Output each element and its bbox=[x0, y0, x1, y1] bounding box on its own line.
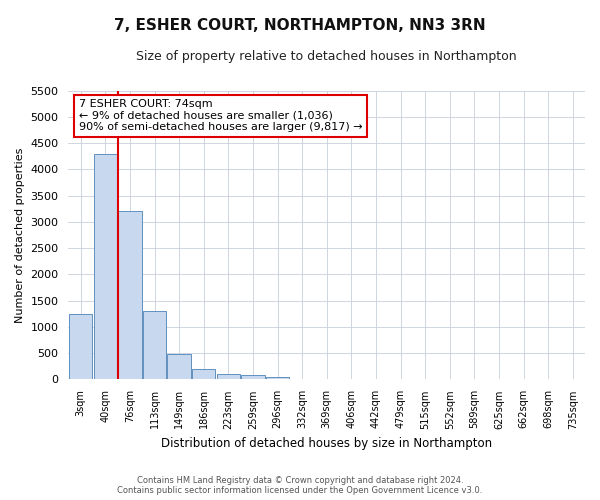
Bar bbox=[167, 354, 191, 380]
Bar bbox=[217, 374, 240, 380]
Bar bbox=[192, 369, 215, 380]
Text: 7 ESHER COURT: 74sqm
← 9% of detached houses are smaller (1,036)
90% of semi-det: 7 ESHER COURT: 74sqm ← 9% of detached ho… bbox=[79, 99, 362, 132]
Bar bbox=[118, 212, 142, 380]
Text: Contains HM Land Registry data © Crown copyright and database right 2024.
Contai: Contains HM Land Registry data © Crown c… bbox=[118, 476, 482, 495]
Title: Size of property relative to detached houses in Northampton: Size of property relative to detached ho… bbox=[136, 50, 517, 63]
Bar bbox=[266, 376, 289, 380]
Bar bbox=[69, 314, 92, 380]
Bar bbox=[143, 311, 166, 380]
Bar bbox=[290, 379, 314, 380]
Text: 7, ESHER COURT, NORTHAMPTON, NN3 3RN: 7, ESHER COURT, NORTHAMPTON, NN3 3RN bbox=[114, 18, 486, 32]
X-axis label: Distribution of detached houses by size in Northampton: Distribution of detached houses by size … bbox=[161, 437, 492, 450]
Y-axis label: Number of detached properties: Number of detached properties bbox=[15, 148, 25, 322]
Bar bbox=[241, 375, 265, 380]
Bar bbox=[94, 154, 117, 380]
